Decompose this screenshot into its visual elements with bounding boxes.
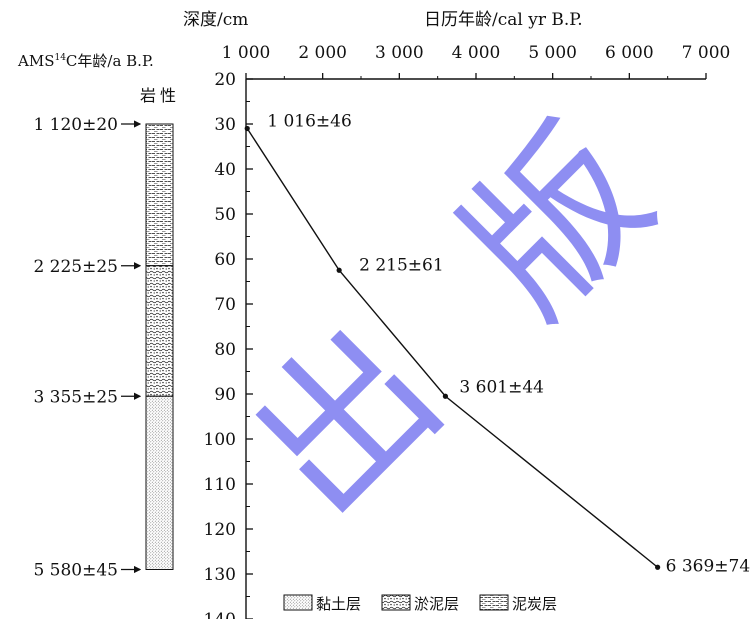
ams-label-suffix: C年龄/a B.P.	[66, 52, 154, 70]
depth-tick-label: 80	[214, 340, 236, 360]
age-axis-label: 日历年龄/cal yr B.P.	[424, 10, 583, 30]
data-point-label: 2 215±61	[359, 255, 444, 275]
legend-label: 黏土层	[316, 595, 361, 613]
age-tick-label: 3 000	[375, 43, 424, 63]
ams-column-label: AMS14C年龄/a B.P.	[17, 52, 154, 70]
legend-swatch-clay	[283, 594, 313, 611]
lithology-layer-peat	[145, 123, 174, 267]
ams-date-label: 1 120±20	[33, 115, 118, 135]
depth-tick-label: 130	[204, 565, 236, 585]
depth-tick-label: 90	[214, 385, 236, 405]
data-points: 1 016±46 2 215±61 3 601±44 6 369±74	[244, 112, 751, 576]
depth-tick-label: 50	[214, 205, 236, 225]
ams-date-label: 2 225±25	[33, 257, 118, 277]
depth-tick-label: 140	[204, 610, 236, 619]
data-point-label: 1 016±46	[267, 112, 352, 132]
age-tick-label: 4 000	[452, 43, 501, 63]
data-point	[244, 125, 250, 132]
age-tick-label: 7 000	[682, 43, 731, 63]
ams-date-labels: 1 120±20 2 225±25 3 355±25 5 580±45	[33, 115, 142, 581]
lithology-column	[145, 123, 174, 570]
watermark-char: 版	[428, 93, 688, 353]
depth-ticks: 20 30 40 50 60 70 80 90 100 110 120 130 140	[204, 70, 253, 619]
data-point	[442, 393, 449, 399]
age-ticks: 1 000 2 000 3 000 4 000 5 000 6 000 7 000	[222, 43, 731, 79]
depth-tick-label: 60	[214, 250, 236, 270]
depth-tick-label: 110	[204, 475, 236, 495]
ams-date-label: 3 355±25	[33, 387, 118, 407]
ams-date-label: 5 580±45	[33, 561, 118, 581]
data-point	[655, 564, 661, 570]
legend-swatch-silt	[381, 594, 411, 611]
data-point-label: 3 601±44	[459, 377, 544, 397]
ams-label-prefix: AMS	[17, 52, 54, 70]
depth-tick-label: 30	[214, 115, 236, 135]
legend: 黏土层 淤泥层 泥炭层	[283, 594, 557, 613]
depth-tick-label: 40	[214, 160, 236, 180]
lithology-layer-clay	[145, 395, 174, 570]
legend-label: 泥炭层	[512, 595, 557, 613]
ams-label-sup: 14	[54, 53, 66, 63]
lithology-label: 岩性	[140, 86, 180, 105]
age-tick-label: 2 000	[298, 43, 347, 63]
legend-label: 淤泥层	[414, 595, 459, 613]
age-tick-label: 1 000	[222, 43, 271, 63]
age-tick-label: 6 000	[605, 43, 654, 63]
data-point-label: 6 369±74	[666, 556, 751, 576]
watermark-char: 出	[217, 292, 477, 552]
depth-tick-label: 20	[214, 70, 236, 90]
lithology-layer-silt	[145, 265, 174, 397]
age-depth-line	[246, 128, 659, 568]
legend-swatch-peat	[479, 594, 509, 611]
depth-tick-label: 120	[204, 520, 236, 540]
depth-axis-label: 深度/cm	[183, 10, 248, 30]
depth-tick-label: 100	[204, 430, 236, 450]
data-point	[336, 267, 342, 273]
age-tick-label: 5 000	[528, 43, 577, 63]
depth-tick-label: 70	[214, 295, 236, 315]
